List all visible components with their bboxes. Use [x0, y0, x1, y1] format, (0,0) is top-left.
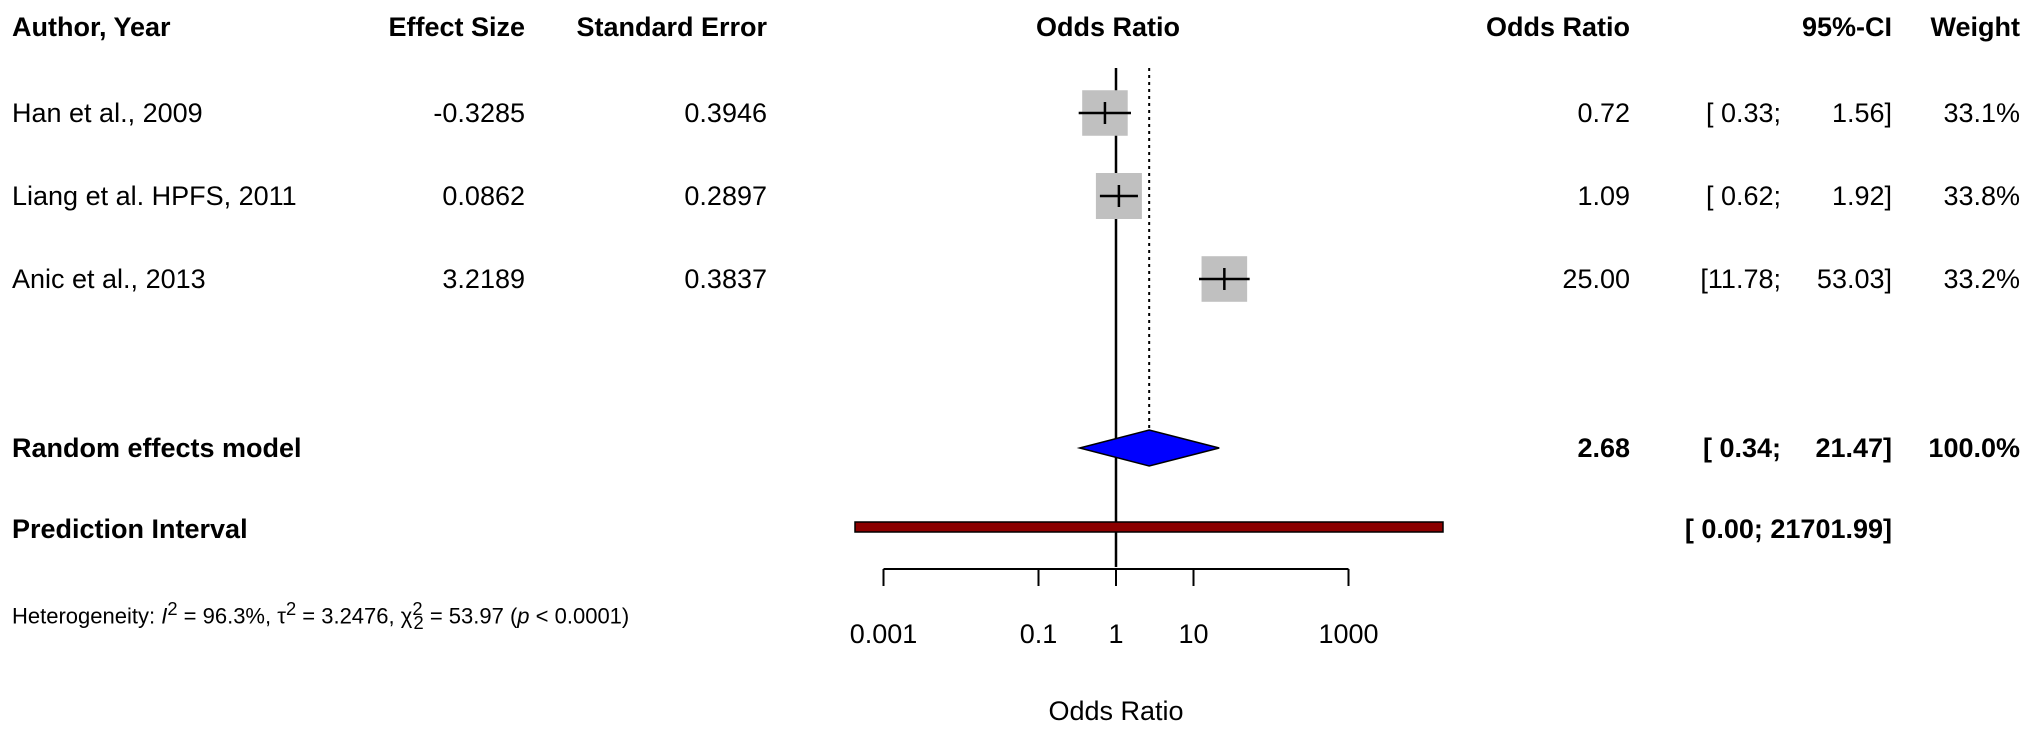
header-plot: Odds Ratio: [1036, 12, 1181, 42]
header-ci: 95%-CI: [1801, 12, 1892, 42]
random-effects-ci-upper: 21.47]: [1815, 433, 1892, 463]
heterogeneity-stats: Heterogeneity: I2 = 96.3%, τ2 = 3.2476, …: [12, 598, 630, 633]
study-ci-lower: [ 0.62;: [1705, 181, 1781, 211]
x-axis-label: Odds Ratio: [1048, 696, 1183, 726]
study-label: Liang et al. HPFS, 2011: [12, 181, 297, 211]
study-standard-error: 0.3837: [684, 264, 767, 294]
study-ci-upper: 53.03]: [1816, 264, 1892, 294]
study-ci-lower: [ 0.33;: [1705, 98, 1781, 128]
study-ci-upper: 1.56]: [1831, 98, 1892, 128]
study-label: Anic et al., 2013: [12, 264, 206, 294]
prediction-interval-bar: [854, 521, 1444, 533]
header-weight: Weight: [1930, 12, 2021, 42]
header-odds-ratio: Odds Ratio: [1485, 12, 1630, 42]
header-effect-size: Effect Size: [388, 12, 525, 42]
x-tick-label: 0.001: [850, 619, 918, 649]
random-effects-weight: 100.0%: [1928, 433, 2020, 463]
study-effect-size: 3.2189: [442, 264, 525, 294]
random-effects-odds-ratio: 2.68: [1577, 433, 1630, 463]
study-ci-lower: [11.78;: [1700, 264, 1781, 294]
prediction-interval-label: Prediction Interval: [12, 514, 248, 544]
study-standard-error: 0.3946: [684, 98, 767, 128]
study-weight: 33.2%: [1943, 264, 2020, 294]
x-tick-label: 10: [1178, 619, 1208, 649]
study-standard-error: 0.2897: [684, 181, 767, 211]
study-odds-ratio: 1.09: [1577, 181, 1630, 211]
study-ci-upper: 1.92]: [1831, 181, 1892, 211]
random-effects-label: Random effects model: [12, 433, 302, 463]
random-effects-ci-lower: [ 0.34;: [1702, 433, 1781, 463]
study-odds-ratio: 0.72: [1577, 98, 1630, 128]
study-label: Han et al., 2009: [12, 98, 203, 128]
header-study: Author, Year: [12, 12, 171, 42]
pooled-diamond: [1076, 429, 1220, 467]
prediction-interval-ci: [ 0.00; 21701.99]: [1684, 514, 1892, 544]
study-effect-size: -0.3285: [433, 98, 525, 128]
x-tick-label: 1: [1108, 619, 1123, 649]
x-tick-label: 1000: [1318, 619, 1378, 649]
study-weight: 33.1%: [1943, 98, 2020, 128]
study-odds-ratio: 25.00: [1562, 264, 1630, 294]
study-effect-size: 0.0862: [442, 181, 525, 211]
study-weight: 33.8%: [1943, 181, 2020, 211]
header-standard-error: Standard Error: [576, 12, 767, 42]
x-tick-label: 0.1: [1020, 619, 1058, 649]
